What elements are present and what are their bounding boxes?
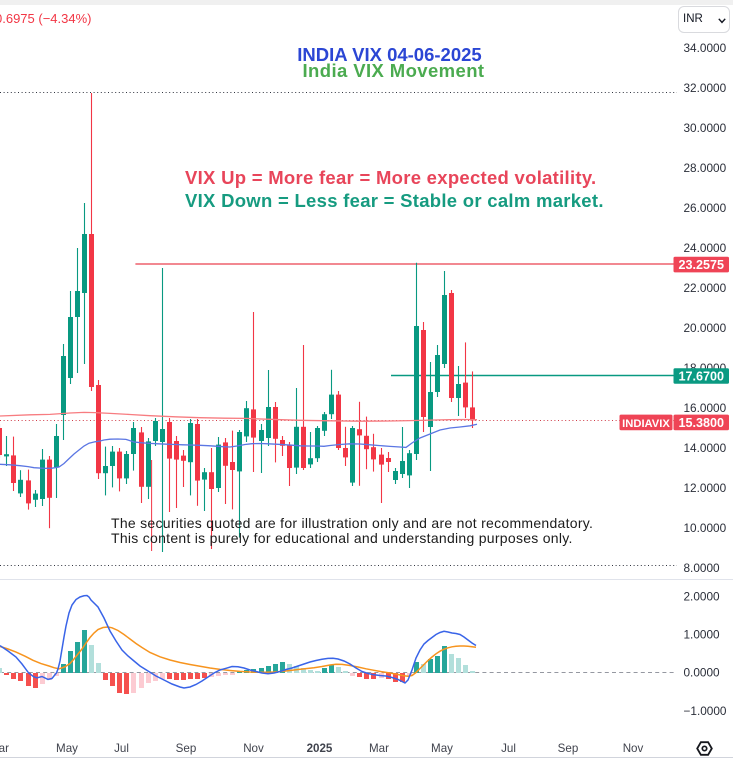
svg-text:Nov: Nov [243,742,264,755]
svg-text:May: May [56,742,78,755]
svg-text:Nov: Nov [623,742,644,755]
svg-text:20.0000: 20.0000 [684,321,727,335]
svg-text:2025: 2025 [307,742,333,755]
svg-text:0.0000: 0.0000 [684,666,721,680]
svg-text:23.2575: 23.2575 [678,258,724,272]
svg-text:24.0000: 24.0000 [684,241,727,255]
svg-text:Jul: Jul [114,742,129,755]
svg-text:22.0000: 22.0000 [684,281,727,295]
svg-text:16.0000: 16.0000 [684,401,727,415]
svg-text:14.0000: 14.0000 [684,441,727,455]
svg-text:Sep: Sep [176,742,197,755]
svg-text:−1.0000: −1.0000 [684,704,727,718]
svg-text:Mar: Mar [0,742,9,755]
svg-text:Jul: Jul [501,742,516,755]
svg-text:28.0000: 28.0000 [684,161,727,175]
svg-text:10.0000: 10.0000 [684,521,727,535]
svg-text:12.0000: 12.0000 [684,481,727,495]
svg-text:17.6700: 17.6700 [678,369,724,383]
svg-text:15.3800: 15.3800 [678,416,724,430]
svg-text:2.0000: 2.0000 [684,590,721,604]
svg-text:26.0000: 26.0000 [684,201,727,215]
svg-text:32.0000: 32.0000 [684,81,727,95]
svg-text:30.0000: 30.0000 [684,121,727,135]
svg-text:Mar: Mar [369,742,389,755]
svg-text:1.0000: 1.0000 [684,628,721,642]
svg-text:Sep: Sep [558,742,579,755]
svg-text:May: May [431,742,453,755]
svg-text:8.0000: 8.0000 [684,561,721,575]
svg-text:INDIAVIX: INDIAVIX [622,418,670,430]
svg-text:34.0000: 34.0000 [684,41,727,55]
